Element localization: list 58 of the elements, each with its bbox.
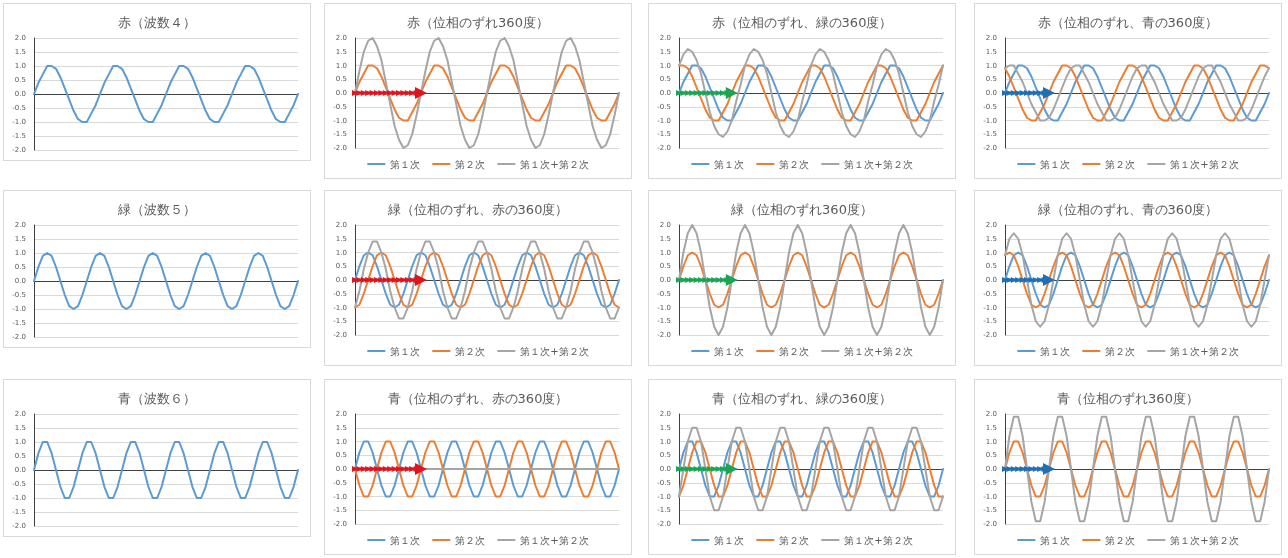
legend-label: 第１次 — [714, 345, 745, 357]
line-series — [678, 440, 944, 498]
line-series — [678, 64, 944, 122]
chart-title: 青（位相のずれ、緑の360度） — [711, 391, 893, 406]
line-series — [678, 426, 944, 512]
line-series — [354, 440, 620, 498]
legend-label: 第２次 — [455, 158, 486, 170]
line-series — [354, 240, 620, 320]
chart-title: 青（位相のずれ、赤の360度） — [387, 391, 569, 406]
chart-title: 青（位相のずれ360度） — [1057, 391, 1199, 406]
chart-title: 緑（位相のずれ360度） — [730, 202, 873, 217]
line-series — [354, 37, 620, 149]
legend-label: 第２次 — [455, 345, 486, 357]
line-series — [1004, 232, 1270, 328]
legend-label: 第１次+第２次 — [1170, 345, 1239, 357]
legend-label: 第１次+第２次 — [520, 345, 589, 357]
legend-label: 第１次 — [1040, 534, 1071, 546]
chart-title: 赤（位相のずれ360度） — [407, 15, 549, 30]
legend-label: 第２次 — [1105, 345, 1136, 357]
legend-label: 第１次 — [1040, 158, 1071, 170]
line-series — [1004, 251, 1270, 309]
line-series — [354, 64, 620, 122]
line-series — [678, 251, 944, 309]
line-series — [33, 65, 299, 123]
legend-label: 第２次 — [455, 534, 486, 546]
line-series — [33, 252, 299, 310]
legend-label: 第２次 — [779, 158, 810, 170]
legend-label: 第１次+第２次 — [844, 345, 913, 357]
legend-label: 第１次+第２次 — [844, 534, 913, 546]
legend-label: 第１次 — [390, 345, 421, 357]
legend-label: 第２次 — [1105, 534, 1136, 546]
chart-title: 赤（位相のずれ、青の360度） — [1037, 15, 1219, 30]
line-series — [678, 224, 944, 336]
legend-label: 第２次 — [779, 534, 810, 546]
chart-title: 赤（位相のずれ、緑の360度） — [711, 15, 893, 30]
legend-label: 第１次 — [1040, 345, 1071, 357]
line-series — [33, 441, 299, 499]
line-series — [354, 251, 620, 309]
legend-label: 第１次 — [390, 534, 421, 546]
line-series — [678, 48, 944, 138]
chart-title: 緑（位相のずれ、赤の360度） — [386, 202, 569, 217]
chart-title: 青（波数６） — [118, 391, 196, 406]
line-series — [1004, 440, 1270, 498]
chart-title: 赤（波数４） — [118, 15, 196, 30]
chart-title: 緑（波数５） — [117, 202, 196, 217]
legend-label: 第１次+第２次 — [520, 158, 589, 170]
legend-label: 第１次+第２次 — [1170, 158, 1239, 170]
legend-label: 第１次+第２次 — [844, 158, 913, 170]
legend-label: 第１次+第２次 — [520, 534, 589, 546]
legend-label: 第１次 — [714, 158, 745, 170]
line-series — [1004, 415, 1270, 523]
line-series — [1004, 64, 1270, 122]
legend-label: 第２次 — [1105, 158, 1136, 170]
legend-label: 第２次 — [779, 345, 810, 357]
chart-title: 緑（位相のずれ、青の360度） — [1036, 202, 1219, 217]
legend-label: 第１次 — [390, 158, 421, 170]
legend-label: 第１次+第２次 — [1170, 534, 1239, 546]
legend-label: 第１次 — [714, 534, 745, 546]
